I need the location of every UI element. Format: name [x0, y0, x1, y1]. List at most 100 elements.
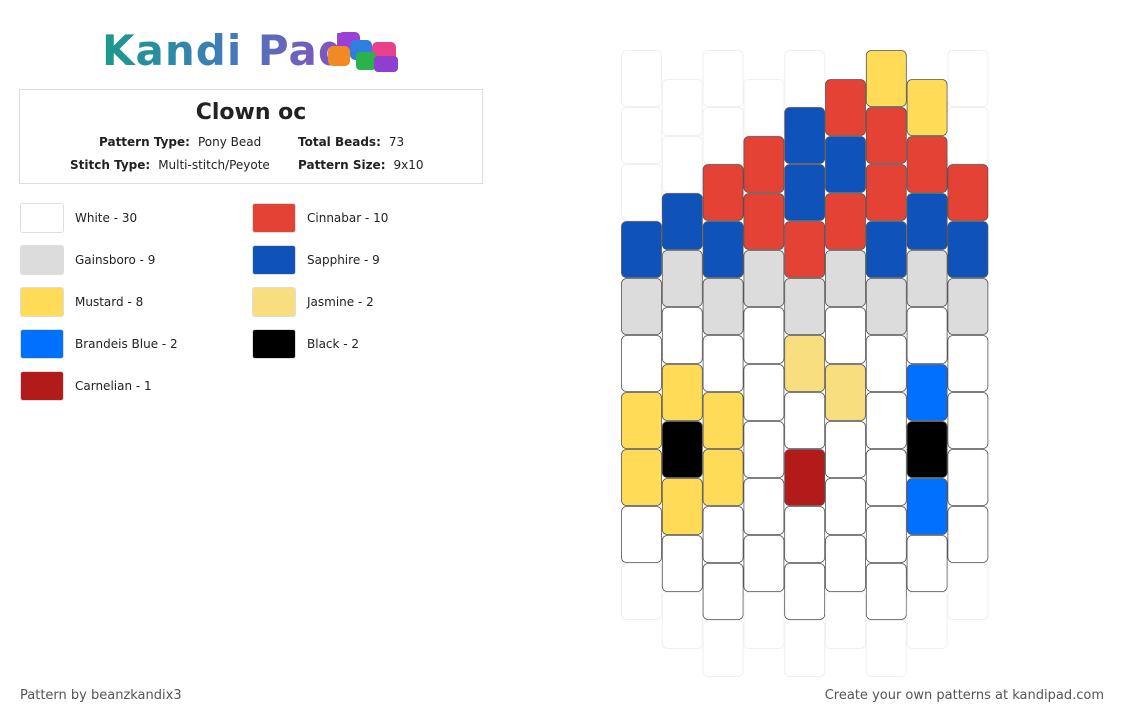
- bead: [865, 392, 907, 449]
- info-value: 9x10: [393, 158, 424, 172]
- swatch: [252, 329, 296, 359]
- info-label: Pattern Size:: [298, 158, 386, 172]
- legend-label: Black - 2: [307, 337, 360, 351]
- bead: [702, 506, 744, 563]
- bead: [702, 164, 744, 221]
- info: Pattern Type: Pony Bead: [99, 135, 261, 149]
- bead: [947, 563, 989, 620]
- info-value: Multi-stitch/Peyote: [158, 158, 270, 172]
- bead: [947, 392, 989, 449]
- bead: [621, 221, 662, 278]
- logo[interactable]: Kandi Pad: [102, 26, 349, 75]
- bead: [784, 563, 826, 620]
- bead: [743, 478, 785, 535]
- bead: [621, 335, 662, 392]
- info-label: Total Beads:: [298, 135, 381, 149]
- bead: [865, 50, 907, 107]
- bead: [621, 50, 662, 107]
- bead: [661, 136, 703, 193]
- bead: [743, 307, 785, 364]
- pattern-title: Clown oc: [195, 100, 307, 125]
- bead: [743, 193, 785, 250]
- legend-item: Black - 2: [252, 329, 359, 359]
- bead: [947, 506, 989, 563]
- legend-item: Sapphire - 9: [252, 245, 380, 275]
- bead: [661, 364, 703, 421]
- bead: [621, 506, 662, 563]
- bead: [702, 563, 744, 620]
- bead: [906, 364, 948, 421]
- bead: [947, 50, 989, 107]
- bead: [621, 563, 662, 620]
- bead: [906, 592, 948, 649]
- swatch: [252, 245, 296, 275]
- bead: [865, 449, 907, 506]
- footer-link[interactable]: Create your own patterns at kandipad.com: [824, 688, 1104, 703]
- bead: [947, 107, 989, 164]
- bead: [784, 164, 826, 221]
- bead: [661, 421, 703, 478]
- legend-item: Mustard - 8: [20, 287, 143, 317]
- bead: [947, 335, 989, 392]
- bead: [825, 79, 866, 136]
- legend-item: Carnelian - 1: [20, 371, 152, 401]
- bead: [825, 307, 866, 364]
- legend-label: Brandeis Blue - 2: [75, 337, 178, 351]
- bead: [661, 193, 703, 250]
- bead: [784, 278, 826, 335]
- bead: [865, 278, 907, 335]
- bead: [865, 620, 907, 677]
- legend-label: Mustard - 8: [75, 295, 144, 309]
- bead: [865, 221, 907, 278]
- bead: [906, 421, 948, 478]
- info-label: Stitch Type:: [70, 158, 151, 172]
- legend-item: Brandeis Blue - 2: [20, 329, 178, 359]
- bead: [865, 506, 907, 563]
- swatch: [20, 203, 64, 233]
- legend-label: Gainsboro - 9: [75, 253, 156, 267]
- pattern-card: Clown oc Pattern Type: Pony Bead Total Be…: [19, 89, 483, 184]
- bead: [621, 164, 662, 221]
- bead: [906, 136, 948, 193]
- legend-item: Gainsboro - 9: [20, 245, 155, 275]
- swatch: [20, 371, 64, 401]
- bead: [825, 592, 866, 649]
- swatch: [252, 287, 296, 317]
- bead: [743, 136, 785, 193]
- bead: [906, 478, 948, 535]
- bead: [947, 449, 989, 506]
- bead: [702, 107, 744, 164]
- legend-label: White - 30: [75, 211, 138, 225]
- bead: [743, 364, 785, 421]
- bead: [825, 421, 866, 478]
- info-value: 73: [388, 135, 405, 149]
- bead: [865, 164, 907, 221]
- bead: [621, 449, 662, 506]
- bead: [743, 535, 785, 592]
- bead: [661, 307, 703, 364]
- bead: [947, 164, 989, 221]
- bead: [947, 278, 989, 335]
- bead: [784, 392, 826, 449]
- bead: [784, 335, 826, 392]
- legend-label: Jasmine - 2: [307, 295, 374, 309]
- bead: [702, 620, 744, 677]
- bead: [906, 535, 948, 592]
- bead: [906, 193, 948, 250]
- bead: [865, 563, 907, 620]
- bead: [784, 107, 826, 164]
- footer-credit: Pattern by beanzkandix3: [20, 688, 182, 703]
- bead: [784, 50, 826, 107]
- bead: [825, 193, 866, 250]
- info-value: Pony Bead: [197, 135, 262, 149]
- logo-icon: [328, 32, 398, 72]
- bead: [702, 221, 744, 278]
- bead: [702, 335, 744, 392]
- swatch: [252, 203, 296, 233]
- swatch: [20, 329, 64, 359]
- info: Stitch Type: Multi-stitch/Peyote: [70, 158, 270, 172]
- info-label: Pattern Type:: [99, 135, 190, 149]
- bead: [825, 478, 866, 535]
- legend-label: Cinnabar - 10: [307, 211, 389, 225]
